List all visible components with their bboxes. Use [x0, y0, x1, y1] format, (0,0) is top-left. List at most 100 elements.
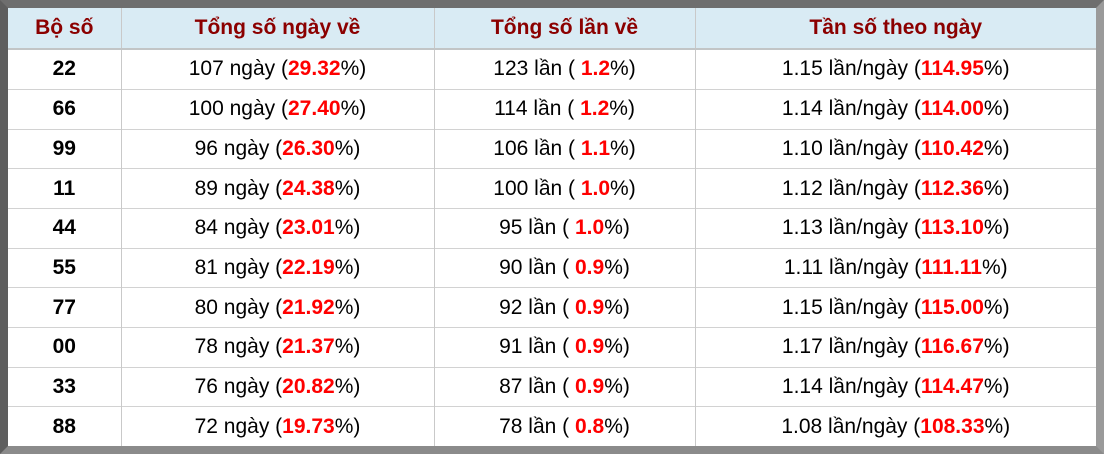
- cell-total-days: 78 ngày (21.37%): [120, 327, 434, 368]
- table-row: 88 72 ngày (19.73%) 78 lần ( 0.8%) 1.08 lần…: [8, 406, 1096, 446]
- cell-total-days: 96 ngày (26.30%): [120, 128, 434, 169]
- cell-text: 44: [52, 216, 76, 240]
- cell-daily-frequency: 1.11 lần/ngày (111.11%): [694, 247, 1096, 288]
- cell-text: 1.15 lần/ngày (: [781, 57, 921, 81]
- table-row: 99 96 ngày (26.30%) 106 lần ( 1.1%) 1.10 lầ…: [8, 128, 1096, 169]
- cell-total-times: 100 lần ( 1.0%): [433, 168, 695, 209]
- percent-value: 0.9: [575, 375, 605, 399]
- cell-daily-frequency: 1.17 lần/ngày (116.67%): [694, 327, 1096, 368]
- cell-text: 123 lần (: [493, 57, 581, 81]
- cell-text: 72 ngày (: [194, 414, 283, 438]
- cell-text: %): [609, 97, 635, 121]
- cell-text: 91 lần (: [499, 335, 575, 359]
- cell-pair-number: 44: [8, 207, 121, 249]
- percent-value: 23.01: [282, 216, 335, 240]
- percent-value: 116.67: [920, 335, 984, 359]
- percent-value: 112.36: [920, 176, 984, 200]
- column-header-daily-frequency: Tần số theo ngày: [694, 8, 1096, 50]
- cell-total-times: 114 lần ( 1.2%): [433, 88, 695, 130]
- cell-text: 55: [52, 256, 76, 280]
- cell-text: %): [604, 256, 630, 280]
- percent-value: 111.11: [921, 256, 982, 280]
- table-row: 44 84 ngày (23.01%) 95 lần ( 1.0%) 1.13 lần…: [8, 207, 1096, 249]
- cell-total-times: 123 lần ( 1.2%): [433, 49, 695, 90]
- cell-daily-frequency: 1.15 lần/ngày (114.95%): [694, 49, 1096, 90]
- cell-text: %): [334, 375, 361, 399]
- cell-text: 1.08 lần/ngày (: [781, 414, 921, 438]
- percent-value: 0.8: [575, 414, 605, 438]
- percent-value: 27.40: [288, 97, 341, 121]
- table-row: 66 100 ngày (27.40%) 114 lần ( 1.2%) 1.14 l…: [8, 88, 1096, 130]
- cell-total-days: 107 ngày (29.32%): [120, 49, 434, 90]
- percent-value: 21.37: [282, 335, 335, 359]
- cell-text: 99: [52, 136, 76, 160]
- cell-text: %): [334, 295, 361, 319]
- cell-text: 81 ngày (: [194, 256, 283, 280]
- table-row: 55 81 ngày (22.19%) 90 lần ( 0.9%) 1.11 lần…: [8, 247, 1096, 288]
- table-body: 22 107 ngày (29.32%) 123 lần ( 1.2%) 1.15 l…: [8, 49, 1096, 446]
- cell-text: %): [981, 256, 1008, 280]
- cell-text: 87 lần (: [499, 375, 575, 399]
- cell-text: 1.13 lần/ngày (: [781, 216, 921, 240]
- cell-total-times: 78 lần ( 0.8%): [433, 406, 695, 446]
- cell-text: %): [610, 57, 636, 81]
- cell-daily-frequency: 1.14 lần/ngày (114.47%): [694, 366, 1096, 407]
- cell-text: 1.11 lần/ngày (: [783, 256, 922, 280]
- cell-text: %): [334, 414, 361, 438]
- cell-text: %): [334, 176, 361, 200]
- cell-text: %): [340, 97, 367, 121]
- percent-value: 110.42: [920, 136, 984, 160]
- table-row: 22 107 ngày (29.32%) 123 lần ( 1.2%) 1.15 l…: [8, 49, 1096, 90]
- cell-text: 33: [52, 375, 76, 399]
- cell-text: %): [984, 414, 1011, 438]
- percent-value: 19.73: [282, 414, 335, 438]
- cell-total-days: 81 ngày (22.19%): [120, 247, 434, 288]
- cell-total-days: 72 ngày (19.73%): [120, 406, 434, 446]
- cell-total-days: 76 ngày (20.82%): [120, 366, 434, 407]
- percent-value: 108.33: [920, 414, 985, 438]
- cell-text: 96 ngày (: [194, 136, 283, 160]
- cell-text: %): [604, 414, 630, 438]
- percent-value: 1.0: [575, 216, 605, 240]
- cell-pair-number: 88: [8, 406, 121, 446]
- column-header-total-times: Tổng số lần về: [433, 8, 695, 50]
- table-row: 33 76 ngày (20.82%) 87 lần ( 0.9%) 1.14 lần…: [8, 366, 1096, 407]
- cell-text: 114 lần (: [494, 97, 581, 121]
- cell-text: 107 ngày (: [188, 57, 288, 81]
- cell-text: 1.10 lần/ngày (: [781, 136, 921, 160]
- lottery-pair-statistics-table: Bộ số Tổng số ngày về Tổng số lần về Tần…: [8, 8, 1096, 446]
- cell-total-times: 87 lần ( 0.9%): [433, 366, 695, 407]
- percent-value: 0.9: [575, 335, 605, 359]
- cell-text: %): [334, 335, 361, 359]
- cell-total-times: 106 lần ( 1.1%): [433, 128, 695, 169]
- cell-text: %): [610, 136, 636, 160]
- cell-text: 00: [52, 335, 76, 359]
- column-header-total-days: Tổng số ngày về: [120, 8, 434, 50]
- percent-value: 114.95: [920, 57, 984, 81]
- percent-value: 24.38: [282, 176, 335, 200]
- cell-total-days: 84 ngày (23.01%): [120, 207, 434, 249]
- cell-text: %): [610, 176, 636, 200]
- cell-pair-number: 55: [8, 247, 121, 288]
- cell-text: 90 lần (: [499, 256, 575, 280]
- cell-text: 78 ngày (: [194, 335, 283, 359]
- percent-value: 1.0: [580, 176, 611, 200]
- table-header: Bộ số Tổng số ngày về Tổng số lần về Tần…: [8, 8, 1096, 50]
- cell-text: %): [334, 256, 361, 280]
- cell-pair-number: 99: [8, 128, 121, 169]
- cell-text: 84 ngày (: [194, 216, 283, 240]
- table-row: 11 89 ngày (24.38%) 100 lần ( 1.0%) 1.12 lầ…: [8, 168, 1096, 209]
- cell-text: 92 lần (: [499, 295, 575, 319]
- cell-text: %): [983, 216, 1010, 240]
- cell-text: 89 ngày (: [194, 176, 283, 200]
- cell-text: 22: [52, 57, 76, 81]
- cell-text: %): [604, 375, 630, 399]
- cell-text: %): [340, 57, 367, 81]
- cell-pair-number: 00: [8, 327, 121, 368]
- cell-text: %): [604, 216, 630, 240]
- cell-total-days: 80 ngày (21.92%): [120, 287, 434, 328]
- cell-text: 11: [53, 176, 76, 200]
- cell-text: %): [604, 295, 630, 319]
- cell-text: %): [334, 136, 361, 160]
